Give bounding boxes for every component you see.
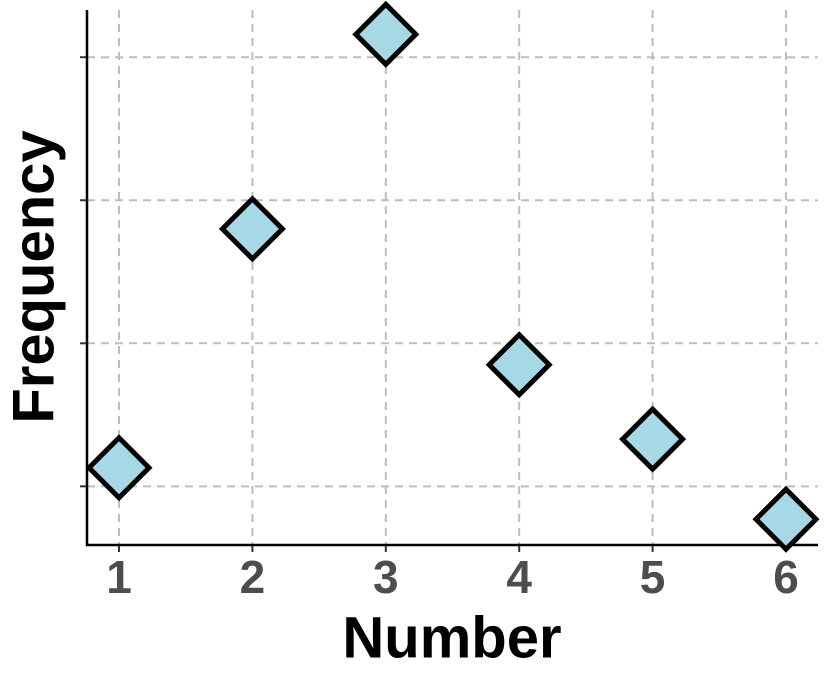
x-tick-label: 5 [640, 551, 666, 603]
point [218, 195, 286, 263]
point [352, 0, 420, 68]
x-tick-label: 4 [506, 551, 532, 603]
y-axis-title: Frequency [1, 130, 66, 423]
point [752, 485, 820, 553]
x-tick-label: 3 [373, 551, 399, 603]
point [85, 434, 153, 502]
point [485, 331, 553, 399]
x-axis-title: Number [342, 605, 561, 670]
x-tick-label: 6 [773, 551, 799, 603]
x-tick-label: 1 [106, 551, 132, 603]
x-tick-label: 2 [240, 551, 266, 603]
point [619, 405, 687, 473]
